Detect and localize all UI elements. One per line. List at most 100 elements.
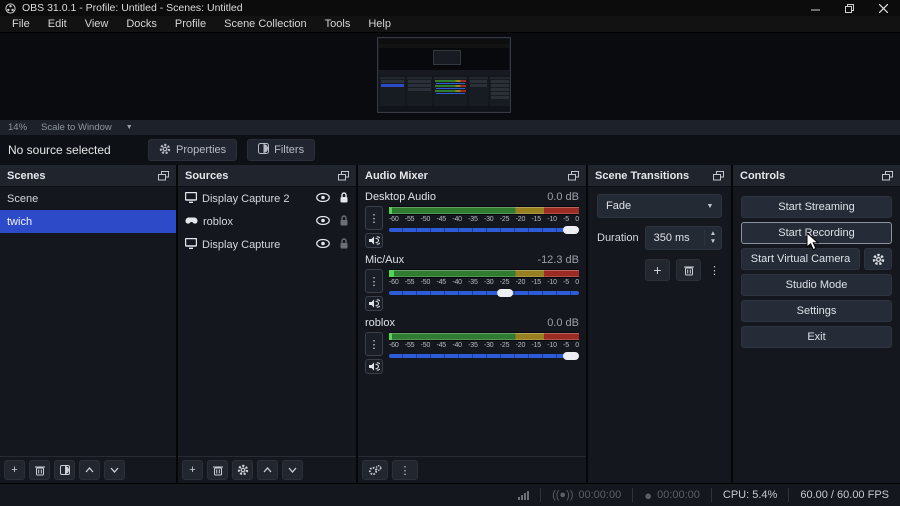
studio-mode-button[interactable]: Studio Mode — [741, 274, 892, 296]
start-virtual-camera-button[interactable]: Start Virtual Camera — [741, 248, 860, 270]
cpu-usage: CPU: 5.4% — [722, 489, 778, 501]
settings-button[interactable]: Settings — [741, 300, 892, 322]
mute-button[interactable] — [365, 296, 383, 311]
popout-icon[interactable] — [158, 170, 169, 181]
channel-menu-button[interactable]: ⋮ — [365, 269, 383, 293]
menu-edit[interactable]: Edit — [47, 17, 67, 30]
preview-mini-window — [377, 37, 511, 113]
record-dot-icon: ● — [644, 487, 653, 503]
channel-menu-button[interactable]: ⋮ — [365, 332, 383, 356]
scene-item-selected[interactable]: twich — [0, 210, 176, 233]
network-status — [507, 484, 540, 506]
duration-spinner[interactable]: 350 ms ▲ ▼ — [644, 226, 722, 250]
scenes-panel: Scenes Scene twich + — [0, 165, 176, 483]
add-source-button[interactable]: + — [182, 460, 203, 480]
menu-scene-collection[interactable]: Scene Collection — [224, 17, 307, 30]
source-item[interactable]: Display Capture 2 — [178, 187, 356, 210]
eye-icon[interactable] — [316, 238, 330, 251]
spin-up-icon[interactable]: ▲ — [709, 230, 717, 237]
menu-file[interactable]: File — [12, 17, 30, 30]
menu-view[interactable]: View — [84, 17, 109, 30]
eye-icon[interactable] — [316, 192, 330, 205]
source-down-button[interactable] — [282, 460, 303, 480]
record-timer: ● 00:00:00 — [644, 487, 700, 503]
preview-canvas[interactable] — [0, 33, 900, 120]
exit-button[interactable]: Exit — [741, 326, 892, 348]
minimize-button[interactable] — [798, 0, 832, 16]
channel-menu-button[interactable]: ⋮ — [365, 206, 383, 230]
source-item[interactable]: roblox — [178, 210, 356, 233]
display-icon — [184, 237, 198, 252]
source-up-button[interactable] — [257, 460, 278, 480]
mini-mixer-panel — [434, 77, 467, 107]
source-item[interactable]: Display Capture — [178, 233, 356, 256]
lock-icon[interactable] — [339, 191, 349, 206]
preview-scale-bar: 14% Scale to Window ▼ — [0, 120, 900, 135]
scale-dropdown-icon[interactable]: ▼ — [125, 124, 133, 131]
popout-icon[interactable] — [338, 170, 349, 181]
remove-transition-button[interactable] — [676, 259, 701, 281]
channel-level: -12.3 dB — [537, 254, 579, 266]
popout-icon[interactable] — [882, 170, 893, 181]
volume-slider[interactable] — [389, 225, 579, 236]
lock-icon[interactable] — [339, 214, 349, 229]
zoom-level: 14% — [8, 122, 28, 133]
mute-button[interactable] — [365, 359, 383, 374]
mini-sources-panel — [407, 77, 432, 107]
volume-slider[interactable] — [389, 288, 579, 299]
sources-header: Sources — [178, 165, 356, 187]
dock-area: Scenes Scene twich + Sources — [0, 165, 900, 483]
start-streaming-button[interactable]: Start Streaming — [741, 196, 892, 218]
mixer-menu-button[interactable]: ⋮ — [392, 460, 418, 480]
close-button[interactable] — [866, 0, 900, 16]
mini-scenes-panel — [380, 77, 405, 107]
spin-down-icon[interactable]: ▼ — [709, 238, 717, 245]
status-bar: ((●)) 00:00:00 ● 00:00:00 CPU: 5.4% 60.0… — [0, 483, 900, 506]
scale-mode[interactable]: Scale to Window — [41, 122, 112, 133]
popout-icon[interactable] — [568, 170, 579, 181]
scene-down-button[interactable] — [104, 460, 125, 480]
virtual-camera-config-button[interactable] — [864, 248, 892, 270]
menu-profile[interactable]: Profile — [174, 17, 207, 30]
channel-name: Mic/Aux — [365, 254, 405, 266]
advanced-audio-button[interactable] — [362, 460, 388, 480]
window-title: OBS 31.0.1 - Profile: Untitled - Scenes:… — [22, 2, 243, 14]
lock-icon[interactable] — [339, 237, 349, 252]
remove-source-button[interactable] — [207, 460, 228, 480]
filters-button[interactable]: Filters — [247, 139, 316, 161]
remove-scene-button[interactable] — [29, 460, 50, 480]
fps-counter: 60.00 / 60.00 FPS — [800, 489, 889, 501]
mixer-channel: Desktop Audio 0.0 dB ⋮ -60 -55 -50 -45 -40 -3… — [358, 187, 586, 250]
slider-handle[interactable] — [496, 289, 513, 297]
menu-tools[interactable]: Tools — [324, 17, 351, 30]
channel-level: 0.0 dB — [547, 191, 579, 203]
chevron-down-icon: ▼ — [706, 202, 714, 210]
volume-meter — [389, 206, 579, 215]
maximize-button[interactable] — [832, 0, 866, 16]
obs-logo-icon — [5, 2, 16, 14]
controls-panel: Controls Start Streaming Start Recording… — [733, 165, 900, 483]
properties-button[interactable]: Properties — [148, 139, 238, 161]
mixer-toolbar: ⋮ — [358, 456, 586, 483]
transition-menu-button[interactable]: ⋮ — [709, 264, 720, 277]
transition-select[interactable]: Fade ▼ — [597, 194, 722, 218]
menu-help[interactable]: Help — [368, 17, 391, 30]
display-icon — [184, 191, 198, 206]
scene-item[interactable]: Scene — [7, 192, 39, 205]
scene-filters-button[interactable] — [54, 460, 75, 480]
slider-handle[interactable] — [563, 352, 579, 360]
menu-docks[interactable]: Docks — [126, 17, 157, 30]
volume-slider[interactable] — [389, 351, 579, 362]
popout-icon[interactable] — [713, 170, 724, 181]
scene-transitions-panel: Scene Transitions Fade ▼ Duration 350 ms… — [588, 165, 731, 483]
scene-up-button[interactable] — [79, 460, 100, 480]
source-properties-button[interactable] — [232, 460, 253, 480]
add-transition-button[interactable]: + — [645, 259, 670, 281]
eye-icon[interactable] — [316, 215, 330, 228]
start-recording-button[interactable]: Start Recording — [741, 222, 892, 244]
add-scene-button[interactable]: + — [4, 460, 25, 480]
mute-button[interactable] — [365, 233, 383, 248]
slider-handle[interactable] — [563, 226, 579, 234]
filter-icon — [258, 143, 270, 157]
signal-bars-icon — [518, 490, 530, 500]
